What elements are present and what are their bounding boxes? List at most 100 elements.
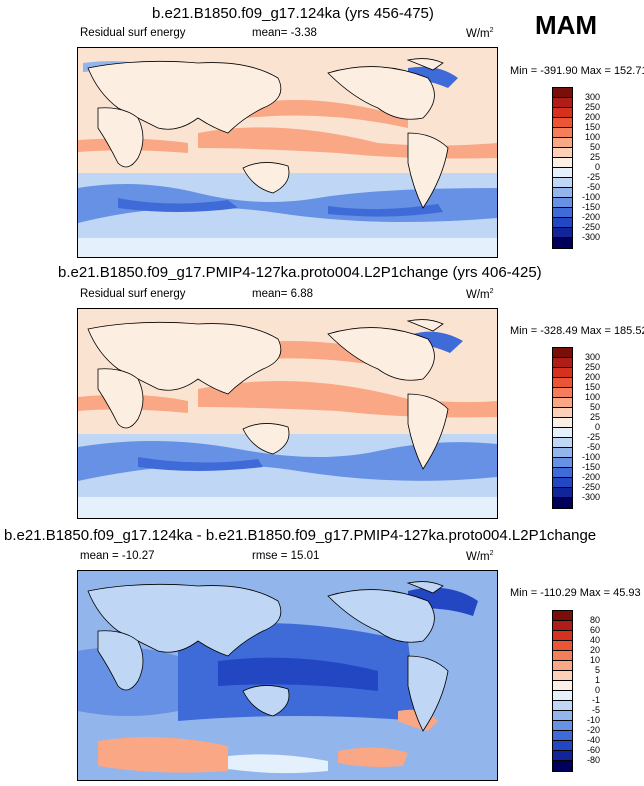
- colorbar-tick-label: 80: [589, 615, 600, 625]
- panel-3-map: [77, 570, 498, 781]
- panel-2-colorbar-swatch: [553, 428, 572, 438]
- colorbar-tick-label: -100: [581, 452, 600, 462]
- colorbar-tick-label: -300: [581, 492, 600, 502]
- panel-2-colorbar-swatch: [553, 458, 572, 468]
- panel-3-colorbar-swatch: [553, 691, 572, 701]
- panel-3-colorbar-swatch: [553, 731, 572, 741]
- colorbar-tick-label: 100: [584, 392, 600, 402]
- panel-1-left-label: Residual surf energy: [80, 27, 186, 39]
- panel-2-colorbar-swatch: [553, 498, 572, 508]
- panel-2-colorbar-swatch: [553, 348, 572, 358]
- colorbar-tick-label: -250: [581, 482, 600, 492]
- panel-1-colorbar-swatch: [553, 128, 572, 138]
- panel-2-left-label: Residual surf energy: [80, 288, 186, 300]
- panel-2-mean: mean= 6.88: [252, 288, 314, 300]
- panel-1-colorbar-swatch: [553, 198, 572, 208]
- panel-3-colorbar-swatch: [553, 681, 572, 691]
- colorbar-tick-label: 25: [589, 152, 600, 162]
- colorbar-tick-label: 20: [589, 645, 600, 655]
- colorbar-tick-label: 50: [589, 142, 600, 152]
- colorbar-tick-label: 250: [584, 102, 600, 112]
- colorbar-tick-label: -5: [591, 705, 600, 715]
- colorbar-tick-label: -200: [581, 212, 600, 222]
- panel-1-colorbar-swatch: [553, 88, 572, 98]
- season-label: MAM: [535, 10, 598, 40]
- colorbar-tick-label: -25: [586, 432, 600, 442]
- panel-3-rmse: rmse = 15.01: [252, 550, 320, 562]
- panel-3-colorbar-swatch: [553, 751, 572, 761]
- panel-3-colorbar-swatch: [553, 761, 572, 771]
- colorbar-tick-label: -50: [586, 442, 600, 452]
- panel-2-colorbar: [552, 347, 573, 509]
- panel-2-units: W/m2: [466, 288, 494, 301]
- panel-3-mean: mean = -10.27: [80, 550, 155, 562]
- panel-1-colorbar-swatch: [553, 138, 572, 148]
- panel-1-map: [77, 47, 498, 258]
- panel-1-colorbar-swatch: [553, 188, 572, 198]
- panel-3-colorbar-ticks: 80 60 40 20 10 5 1 0 -1 -5 -10 -20 -40 -…: [572, 615, 600, 765]
- colorbar-tick-label: -10: [586, 715, 600, 725]
- panel-3-colorbar-swatch: [553, 651, 572, 661]
- panel-2-colorbar-swatch: [553, 468, 572, 478]
- panel-2-minmax: Min = -328.49 Max = 185.52: [510, 325, 644, 337]
- colorbar-tick-label: 200: [584, 372, 600, 382]
- colorbar-tick-label: 1: [594, 675, 600, 685]
- colorbar-tick-label: 150: [584, 122, 600, 132]
- panel-3-colorbar-swatch: [553, 741, 572, 751]
- colorbar-tick-label: 100: [584, 132, 600, 142]
- panel-2-colorbar-swatch: [553, 388, 572, 398]
- panel-2-colorbar-swatch: [553, 448, 572, 458]
- panel-3-title: b.e21.B1850.f09_g17.124ka - b.e21.B1850.…: [4, 527, 597, 544]
- panel-1-title: b.e21.B1850.f09_g17.124ka (yrs 456-475): [152, 5, 434, 22]
- panel-2-colorbar-swatch: [553, 358, 572, 368]
- panel-2-colorbar-swatch: [553, 478, 572, 488]
- colorbar-tick-label: 150: [584, 382, 600, 392]
- panel-2-colorbar-swatch: [553, 368, 572, 378]
- colorbar-tick-label: 25: [589, 412, 600, 422]
- panel-2-colorbar-swatch: [553, 378, 572, 388]
- panel-1-mean: mean= -3.38: [252, 27, 317, 39]
- panel-1-colorbar-swatch: [553, 228, 572, 238]
- colorbar-tick-label: -200: [581, 472, 600, 482]
- colorbar-tick-label: -250: [581, 222, 600, 232]
- colorbar-tick-label: -150: [581, 462, 600, 472]
- colorbar-tick-label: -20: [586, 725, 600, 735]
- panel-3-colorbar-swatch: [553, 641, 572, 651]
- colorbar-tick-label: -40: [586, 735, 600, 745]
- colorbar-tick-label: 300: [584, 92, 600, 102]
- colorbar-tick-label: 0: [594, 162, 600, 172]
- panel-3-colorbar: [552, 610, 573, 772]
- colorbar-tick-label: 0: [594, 685, 600, 695]
- panel-1-colorbar-ticks: 300 250 200 150 100 50 25 0 -25 -50 -100…: [572, 92, 600, 242]
- colorbar-tick-label: 200: [584, 112, 600, 122]
- colorbar-tick-label: 5: [594, 665, 600, 675]
- panel-3-colorbar-swatch: [553, 701, 572, 711]
- panel-1-colorbar-swatch: [553, 208, 572, 218]
- panel-3-colorbar-swatch: [553, 611, 572, 621]
- colorbar-tick-label: -80: [586, 755, 600, 765]
- panel-1-units: W/m2: [466, 27, 494, 40]
- colorbar-tick-label: 0: [594, 422, 600, 432]
- colorbar-tick-label: -25: [586, 172, 600, 182]
- panel-3-colorbar-swatch: [553, 631, 572, 641]
- panel-1-minmax: Min = -391.90 Max = 152.71: [510, 65, 644, 77]
- panel-2-title: b.e21.B1850.f09_g17.PMIP4-127ka.proto004…: [58, 264, 542, 281]
- panel-1-colorbar: [552, 87, 573, 249]
- panel-1-colorbar-swatch: [553, 158, 572, 168]
- panel-1-colorbar-swatch: [553, 218, 572, 228]
- panel-1-colorbar-swatch: [553, 238, 572, 248]
- panel-1-colorbar-swatch: [553, 98, 572, 108]
- panel-2-colorbar-swatch: [553, 398, 572, 408]
- panel-1-colorbar-swatch: [553, 168, 572, 178]
- colorbar-tick-label: -1: [591, 695, 600, 705]
- panel-3-colorbar-swatch: [553, 711, 572, 721]
- panel-2-colorbar-swatch: [553, 438, 572, 448]
- panel-2-colorbar-ticks: 300 250 200 150 100 50 25 0 -25 -50 -100…: [572, 352, 600, 502]
- panel-1-colorbar-swatch: [553, 178, 572, 188]
- panel-3-colorbar-swatch: [553, 661, 572, 671]
- panel-2-map: [77, 308, 498, 519]
- panel-3-colorbar-swatch: [553, 721, 572, 731]
- panel-3-minmax: Min = -110.29 Max = 45.93: [510, 587, 641, 599]
- colorbar-tick-label: -100: [581, 192, 600, 202]
- colorbar-tick-label: 50: [589, 402, 600, 412]
